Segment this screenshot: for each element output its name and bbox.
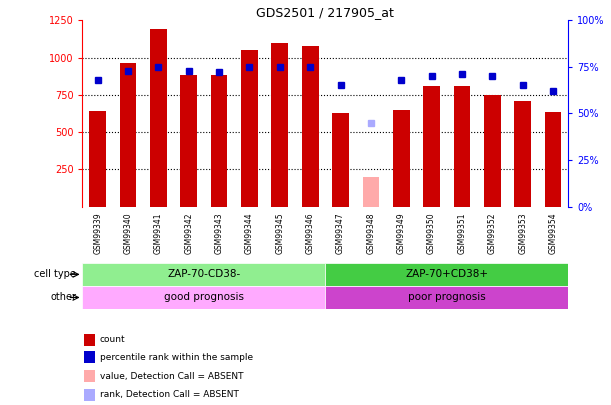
Bar [120,64,136,207]
Text: good prognosis: good prognosis [164,292,244,303]
Bar [302,46,318,207]
Text: count: count [100,335,126,344]
Text: ZAP-70-CD38-: ZAP-70-CD38- [167,269,241,279]
Text: poor prognosis: poor prognosis [408,292,486,303]
Text: rank, Detection Call = ABSENT: rank, Detection Call = ABSENT [100,390,239,399]
Bar [393,110,409,207]
Bar [82,286,326,309]
Bar [241,50,258,207]
Bar [84,352,95,364]
Title: GDS2501 / 217905_at: GDS2501 / 217905_at [257,6,394,19]
Text: other: other [50,292,76,303]
Bar [84,334,95,345]
Text: value, Detection Call = ABSENT: value, Detection Call = ABSENT [100,372,243,381]
Bar [84,370,95,382]
Bar [332,113,349,207]
Bar [271,43,288,207]
Bar [544,112,562,207]
Bar [150,29,167,207]
Bar [84,389,95,401]
Bar [211,75,227,207]
Bar [484,95,500,207]
Bar [453,86,470,207]
Bar [89,111,106,207]
Bar [326,263,568,286]
Bar [362,177,379,207]
Text: ZAP-70+CD38+: ZAP-70+CD38+ [405,269,488,279]
Text: cell type: cell type [34,269,76,279]
Bar [514,101,531,207]
Bar [326,286,568,309]
Text: percentile rank within the sample: percentile rank within the sample [100,353,253,362]
Bar [82,263,326,286]
Bar [180,75,197,207]
Bar [423,86,440,207]
